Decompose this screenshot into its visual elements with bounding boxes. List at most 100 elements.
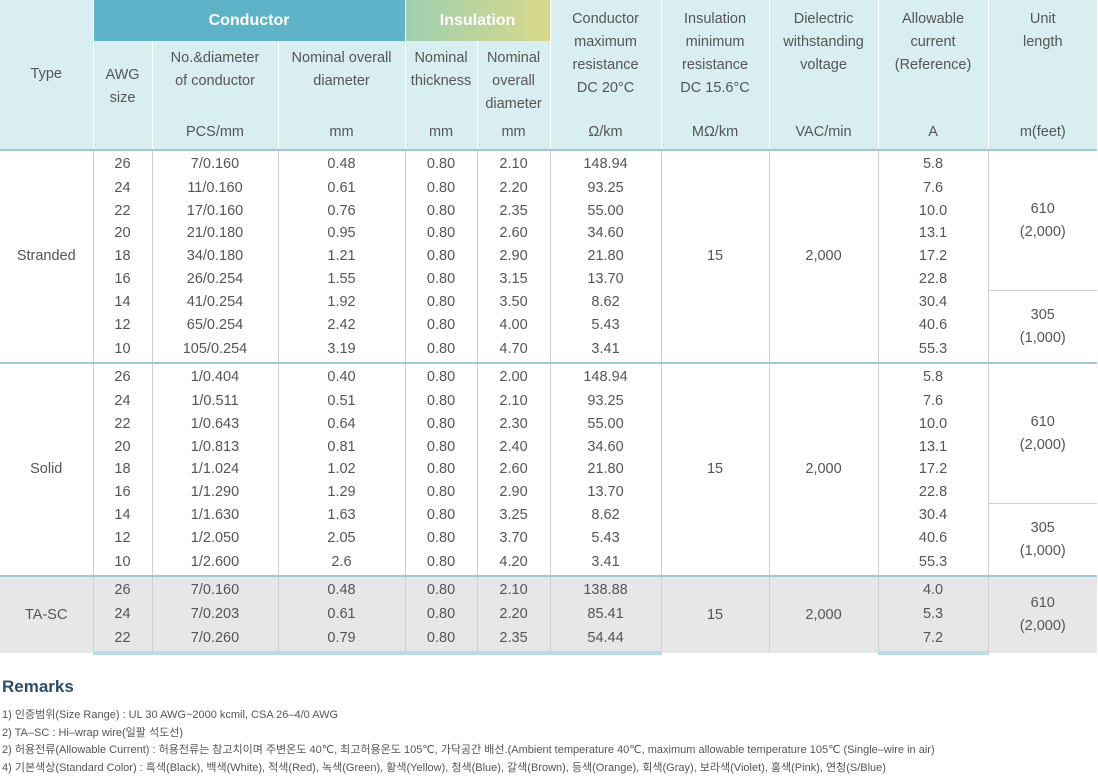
- conductor-cell: 7/0.160: [152, 150, 278, 177]
- conductor-cell: 1/1.024: [152, 458, 278, 481]
- awg-cell: 10: [93, 550, 152, 577]
- resistance-cell: 148.94: [550, 363, 661, 390]
- dielectric-cell: 2,000: [769, 150, 878, 363]
- resistance-cell: 85.41: [550, 603, 661, 626]
- awg-cell: 12: [93, 314, 152, 337]
- diameter-cell: 0.79: [278, 626, 405, 653]
- unit-length-text: 610: [989, 592, 1098, 615]
- remark-line-3: 2) 허용전류(Allowable Current) : 허용전류는 참고치이며…: [2, 742, 935, 760]
- diameter-cell: 0.48: [278, 150, 405, 177]
- thickness-cell: 0.80: [405, 390, 477, 413]
- remarks-title: Remarks: [2, 677, 935, 697]
- unit-length-cell: 305(1,000): [988, 291, 1097, 363]
- resistance-cell: 148.94: [550, 150, 661, 177]
- allowable-current-cell: 22.8: [878, 268, 988, 291]
- conductor-cell: 7/0.160: [152, 576, 278, 603]
- conductor-cell: 34/0.180: [152, 245, 278, 268]
- overall-diameter-cell: 2.10: [477, 576, 550, 603]
- unit-vac-min: VAC/min: [769, 116, 878, 150]
- header-line: of conductor: [153, 70, 278, 93]
- resistance-cell: 3.41: [550, 550, 661, 577]
- insulation-resistance-cell: 15: [661, 576, 769, 652]
- diameter-cell: 0.76: [278, 200, 405, 223]
- thickness-cell: 0.80: [405, 222, 477, 245]
- insulation-resistance-cell: 15: [661, 363, 769, 576]
- awg-cell: 22: [93, 413, 152, 436]
- allowable-current-cell: 10.0: [878, 200, 988, 223]
- remark-line-1: 1) 인증범위(Size Range) : UL 30 AWG~2000 kcm…: [2, 707, 935, 725]
- header-line: withstanding: [770, 31, 878, 54]
- header-line: Nominal: [406, 47, 477, 70]
- awg-cell: 14: [93, 291, 152, 314]
- awg-cell: 26: [93, 576, 152, 603]
- diameter-cell: 1.29: [278, 481, 405, 504]
- overall-diameter-cell: 2.30: [477, 413, 550, 436]
- thickness-cell: 0.80: [405, 314, 477, 337]
- conductor-cell: 1/2.050: [152, 527, 278, 550]
- thickness-cell: 0.80: [405, 458, 477, 481]
- conductor-cell: 17/0.160: [152, 200, 278, 223]
- diameter-cell: 2.42: [278, 314, 405, 337]
- resistance-cell: 34.60: [550, 222, 661, 245]
- awg-cell: 10: [93, 336, 152, 363]
- diameter-cell: 0.48: [278, 576, 405, 603]
- overall-diameter-cell: 2.20: [477, 603, 550, 626]
- conductor-cell: 21/0.180: [152, 222, 278, 245]
- remark-line-4: 4) 기본색상(Standard Color) : 흑색(Black), 백색(…: [2, 760, 935, 777]
- resistance-cell: 34.60: [550, 436, 661, 459]
- conductor-cell: 7/0.260: [152, 626, 278, 653]
- allowable-current-cell: 7.6: [878, 177, 988, 200]
- resistance-cell: 5.43: [550, 527, 661, 550]
- allowable-current-cell: 4.0: [878, 576, 988, 603]
- overall-diameter-cell: 2.60: [477, 222, 550, 245]
- header-line: diameter: [478, 93, 550, 116]
- unit-length-text: (1,000): [989, 540, 1098, 563]
- conductor-cell: 65/0.254: [152, 314, 278, 337]
- header-line: minimum: [662, 31, 769, 54]
- conductor-cell: 1/1.630: [152, 504, 278, 527]
- allowable-current-cell: 40.6: [878, 527, 988, 550]
- thickness-cell: 0.80: [405, 504, 477, 527]
- allowable-current-cell: 40.6: [878, 314, 988, 337]
- awg-cell: 24: [93, 603, 152, 626]
- unit-length-cell: 610(2,000): [988, 363, 1097, 504]
- resistance-cell: 21.80: [550, 245, 661, 268]
- header-line: Conductor: [551, 8, 661, 31]
- diameter-cell: 1.63: [278, 504, 405, 527]
- diameter-cell: 1.21: [278, 245, 405, 268]
- overall-diameter-cell: 4.00: [477, 314, 550, 337]
- header-line: resistance: [662, 54, 769, 77]
- conductor-cell: 11/0.160: [152, 177, 278, 200]
- resistance-cell: 54.44: [550, 626, 661, 653]
- awg-cell: 26: [93, 363, 152, 390]
- unit-length-text: (2,000): [989, 615, 1098, 638]
- unit-length-text: (2,000): [989, 434, 1098, 457]
- thickness-cell: 0.80: [405, 150, 477, 177]
- overall-diameter-cell: 2.90: [477, 245, 550, 268]
- header-conductor: Conductor: [93, 0, 405, 41]
- allowable-current-cell: 13.1: [878, 436, 988, 459]
- diameter-cell: 0.95: [278, 222, 405, 245]
- overall-diameter-cell: 2.60: [477, 458, 550, 481]
- header-line: Nominal overall: [279, 47, 405, 70]
- diameter-cell: 0.61: [278, 603, 405, 626]
- header-line: Insulation: [662, 8, 769, 31]
- resistance-cell: 13.70: [550, 481, 661, 504]
- header-line: Nominal: [478, 47, 550, 70]
- thickness-cell: 0.80: [405, 291, 477, 314]
- awg-cell: 16: [93, 481, 152, 504]
- allowable-current-cell: 7.2: [878, 626, 988, 653]
